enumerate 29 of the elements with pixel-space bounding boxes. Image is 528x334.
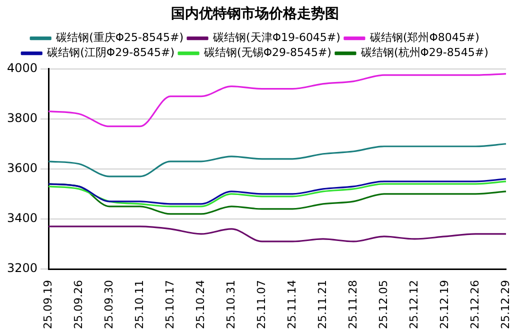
chart-title: 国内优特钢市场价格走势图 bbox=[171, 5, 339, 22]
legend-label: 碳结钢(无锡Φ29-8545#) bbox=[203, 46, 332, 60]
x-tick-label: 25.10.11 bbox=[132, 280, 146, 329]
legend-label: 碳结钢(杭州Φ29-8545#) bbox=[360, 46, 488, 60]
x-tick-label: 25.12.19 bbox=[438, 280, 451, 329]
legend-label: 碳结钢(重庆Φ25-8545#) bbox=[55, 31, 184, 44]
x-tick-label: 25.12.05 bbox=[376, 280, 390, 329]
legend-label: 碳结钢(郑州Φ8045#) bbox=[368, 31, 480, 44]
x-tick-label: 25.11.14 bbox=[285, 280, 298, 329]
y-tick-label: 3200 bbox=[6, 261, 38, 276]
x-tick-label: 25.11.07 bbox=[254, 280, 268, 329]
x-tick-label: 25.12.12 bbox=[407, 280, 420, 329]
x-tick-label: 25.12.26 bbox=[468, 280, 482, 329]
x-tick-label: 25.11.21 bbox=[316, 280, 329, 329]
x-tick-label: 25.10.31 bbox=[224, 280, 238, 329]
legend-label: 碳结钢(江阴Φ29-8545#) bbox=[46, 46, 175, 60]
x-tick-label: 25.10.17 bbox=[163, 280, 176, 329]
x-tick-label: 25.11.28 bbox=[346, 280, 360, 329]
x-tick-label: 25.10.24 bbox=[194, 280, 207, 329]
line-series bbox=[48, 226, 507, 242]
y-tick-label: 3800 bbox=[6, 110, 38, 125]
y-tick-label: 3400 bbox=[6, 211, 38, 226]
x-tick-label: 25.09.26 bbox=[72, 280, 85, 329]
x-tick-label: 25.09.19 bbox=[41, 280, 54, 329]
x-tick-label: 25.09.30 bbox=[102, 280, 116, 329]
x-tick-label: 25.12.29 bbox=[498, 280, 512, 329]
legend-label: 碳结钢(天津Φ19-6045#) bbox=[212, 31, 340, 44]
y-tick-label: 4000 bbox=[6, 60, 38, 75]
y-tick-label: 3600 bbox=[6, 161, 38, 176]
